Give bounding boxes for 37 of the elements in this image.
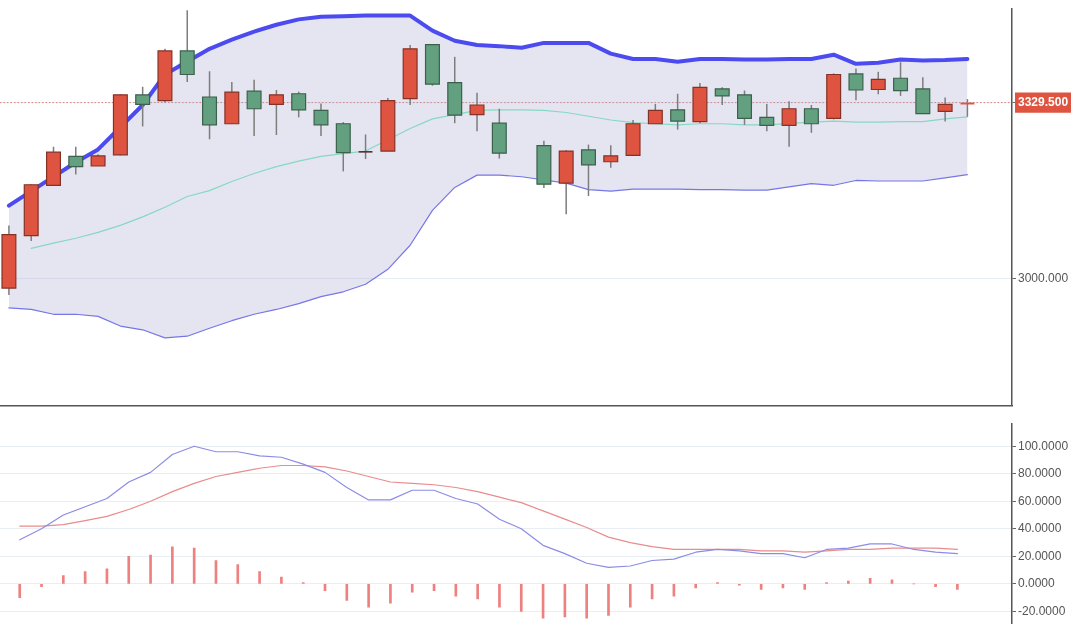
bar <box>280 576 283 584</box>
bar <box>149 554 152 584</box>
bar <box>519 584 523 612</box>
bar <box>236 564 240 584</box>
bar <box>956 584 959 590</box>
candlestick <box>737 89 753 126</box>
y-tick-label: 40.0000 <box>1018 521 1062 536</box>
bar <box>389 584 392 604</box>
bar <box>367 584 370 608</box>
bar <box>476 584 479 600</box>
bar <box>18 584 22 598</box>
bar <box>345 584 349 601</box>
bar <box>847 580 850 584</box>
bar <box>258 571 261 584</box>
y-tick-label: 3000.000 <box>1018 271 1069 286</box>
y-tick-label: 20.0000 <box>1018 548 1062 563</box>
bar <box>607 584 610 616</box>
bar <box>585 584 589 619</box>
bar <box>694 584 698 589</box>
y-tick-label: 100.0000 <box>1018 438 1069 453</box>
candlestick <box>358 133 373 160</box>
bar <box>40 584 43 587</box>
y-tick-label: 80.0000 <box>1018 466 1062 481</box>
bar <box>628 584 632 608</box>
bar <box>62 575 65 584</box>
bar <box>890 579 894 584</box>
bar <box>171 546 174 584</box>
bar <box>192 547 196 584</box>
y-tick-label: -20.0000 <box>1018 603 1066 618</box>
bar <box>498 584 501 608</box>
bar <box>934 584 937 587</box>
y-tick-label: 60.0000 <box>1018 493 1062 508</box>
bar <box>127 556 131 584</box>
y-tick-label: 3329.500 <box>1018 94 1069 109</box>
bar <box>803 584 807 590</box>
bar <box>410 584 414 593</box>
y-tick-label: 0.0000 <box>1018 576 1056 591</box>
